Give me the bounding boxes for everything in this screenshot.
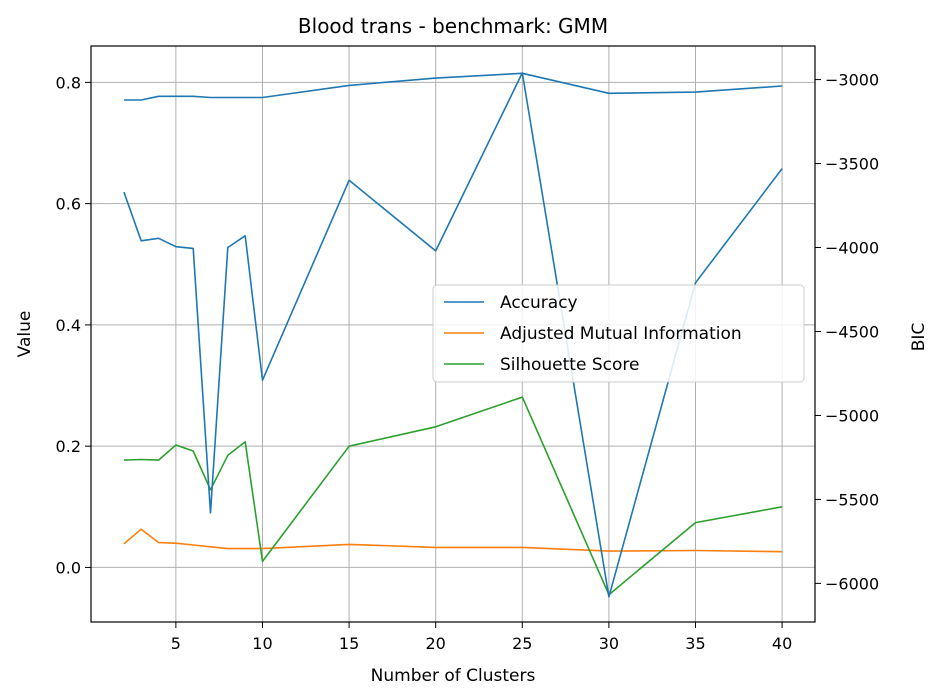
legend-label-silhouette: Silhouette Score [500, 355, 639, 375]
y-right-tick-label: −4500 [825, 322, 879, 341]
series-line-silhouette-score [123, 396, 783, 596]
x-axis-label: Number of Clusters [371, 666, 536, 686]
y-right-tick-label: −5500 [825, 490, 879, 509]
legend: Accuracy Adjusted Mutual Information Sil… [432, 284, 805, 383]
y-tick-label: 0.6 [56, 195, 81, 214]
legend-label-ami: Adjusted Mutual Information [500, 324, 742, 344]
y-right-tick-label: −3500 [825, 155, 879, 174]
x-tick-label: 40 [772, 634, 792, 653]
series-lines [123, 72, 783, 598]
x-tick-label: 25 [512, 634, 532, 653]
x-tick-label: 20 [425, 634, 445, 653]
y-tick-label: 0.8 [56, 73, 81, 92]
series-line-accuracy [123, 72, 783, 101]
axes: 5 10 15 20 25 30 35 40 0.0 0.2 0.4 0.6 0.8 −6000 −5500… [56, 71, 880, 653]
plot-area-frame [90, 45, 816, 623]
x-tick-label: 10 [252, 634, 272, 653]
x-tick-label: 5 [171, 634, 181, 653]
y-right-axis-label: BIC [909, 323, 929, 352]
x-tick-label: 15 [339, 634, 359, 653]
y-right-tick-label: −6000 [825, 574, 879, 593]
series-line-series-3 [123, 72, 783, 598]
y-tick-label: 0.4 [56, 316, 81, 335]
legend-box [432, 284, 805, 383]
y-right-tick-label: −3000 [825, 71, 879, 90]
y-right-tick-label: −4000 [825, 239, 879, 258]
chart-title: Blood trans - benchmark: GMM [298, 14, 608, 38]
x-tick-label: 35 [685, 634, 705, 653]
series-line-adjusted-mutual-information [123, 528, 783, 553]
x-tick-label: 30 [599, 634, 619, 653]
legend-label-accuracy: Accuracy [500, 293, 578, 313]
y-tick-label: 0.2 [56, 437, 81, 456]
y-axis-label: Value [15, 311, 35, 358]
y-tick-label: 0.0 [56, 558, 81, 577]
y-right-tick-label: −5000 [825, 406, 879, 425]
